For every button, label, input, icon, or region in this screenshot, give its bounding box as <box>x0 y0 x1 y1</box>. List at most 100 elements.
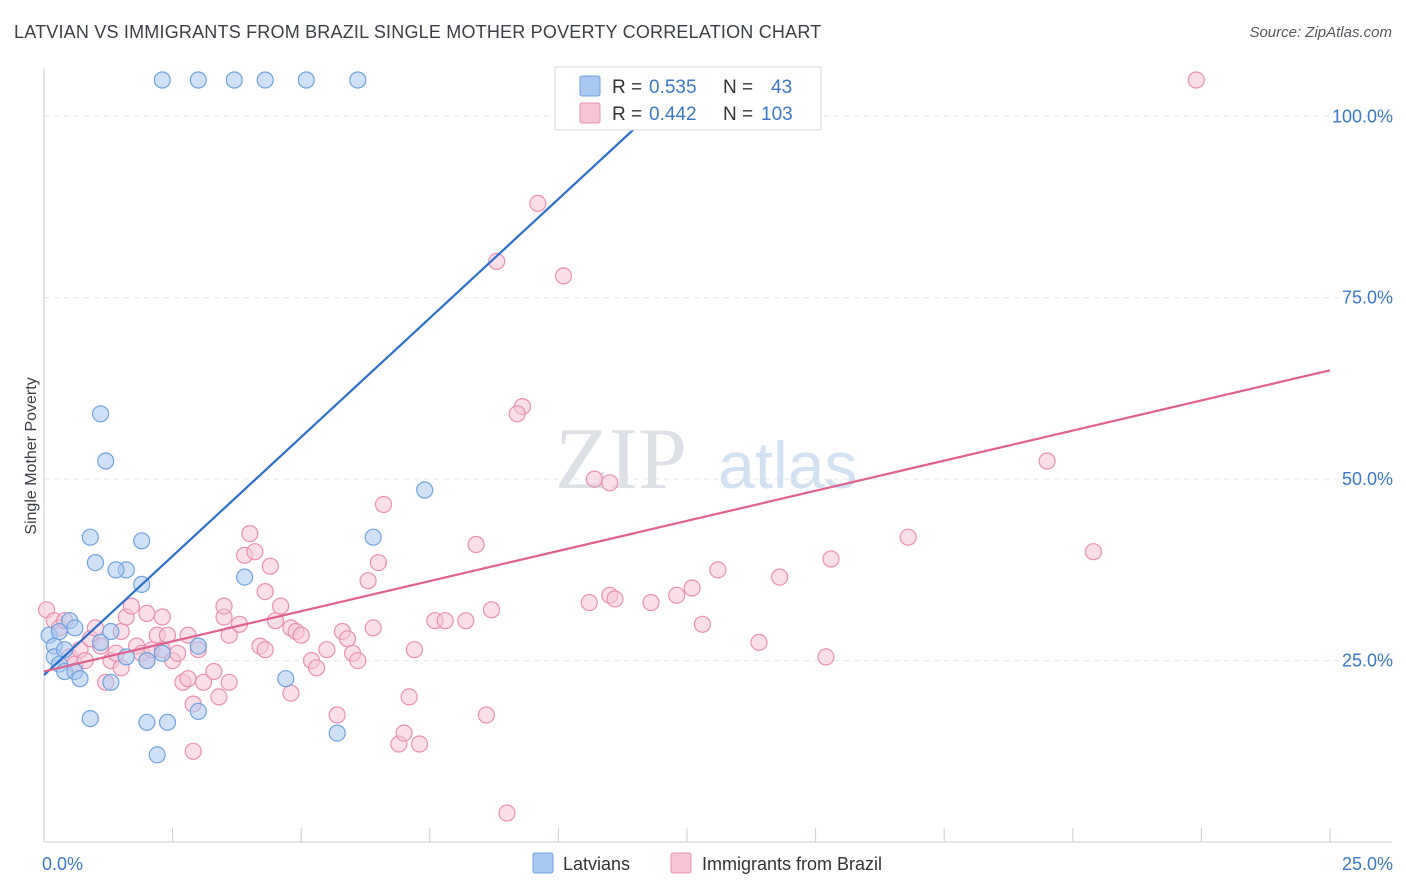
brazil-point <box>292 626 310 644</box>
tick-labels: 25.0% 50.0% 75.0% 100.0% 0.0% 25.0% <box>42 106 1393 874</box>
latvians-point <box>91 633 110 652</box>
stats-latvians-swatch <box>579 75 601 97</box>
stats-latvians-n-label: N = <box>723 77 753 98</box>
brazil-point <box>709 561 727 579</box>
latvians-point <box>102 673 120 691</box>
latvians-point <box>153 644 171 662</box>
stats-brazil-r-value: 0.442 <box>649 104 697 125</box>
latvians-point <box>107 561 125 579</box>
brazil-point <box>241 524 259 543</box>
brazil-point <box>400 688 418 706</box>
latvians-point <box>158 713 177 731</box>
brazil-point <box>282 684 300 702</box>
x-tick-label: 0.0% <box>42 854 83 874</box>
brazil-point <box>194 673 213 691</box>
brazil-point <box>585 470 604 488</box>
brazil-point <box>153 608 171 626</box>
brazil-point <box>364 619 382 637</box>
latvians-point <box>297 71 315 89</box>
brazil-point <box>477 706 495 724</box>
latvians-point <box>71 670 89 688</box>
legend-latvians-swatch <box>532 852 554 874</box>
brazil-point <box>338 630 357 648</box>
brazil-point <box>205 662 223 681</box>
brazil-point <box>436 612 454 630</box>
grid-lines <box>44 115 1392 662</box>
watermark: ZIP atlas <box>555 411 857 508</box>
brazil-point <box>899 528 917 546</box>
brazil-point <box>261 557 279 575</box>
latvians-point <box>81 528 99 546</box>
latvians-point <box>91 405 110 423</box>
stats-latvians-r-value: 0.535 <box>649 77 697 98</box>
latvians-point <box>148 746 166 764</box>
y-tick-label: 25.0% <box>1342 651 1393 671</box>
brazil-point <box>210 688 228 706</box>
latvians-point <box>138 713 156 731</box>
latvians-point <box>189 637 207 655</box>
brazil-point <box>369 553 387 572</box>
brazil-point <box>138 604 156 623</box>
latvians-point <box>256 71 274 89</box>
latvians-point <box>364 528 382 546</box>
latvians-point <box>66 619 84 637</box>
latvians-point <box>277 670 295 688</box>
brazil-point <box>457 612 475 630</box>
brazil-point <box>256 641 274 659</box>
legend-latvians-label: Latvians <box>563 854 630 874</box>
latvians-point <box>138 651 156 670</box>
chart-title: LATVIAN VS IMMIGRANTS FROM BRAZIL SINGLE… <box>14 22 822 42</box>
brazil-point <box>817 648 835 666</box>
stats-brazil-r-label: R = <box>612 104 642 125</box>
brazil-point <box>642 593 660 612</box>
brazil-point <box>606 590 624 608</box>
brazil-point <box>122 597 140 615</box>
brazil-point <box>482 601 501 619</box>
legend-brazil-label: Immigrants from Brazil <box>702 854 882 874</box>
brazil-point <box>308 659 326 677</box>
source-label: Source: ZipAtlas.com <box>1249 24 1392 41</box>
brazil-point <box>601 474 619 492</box>
brazil-point <box>246 543 264 561</box>
brazil-point <box>693 615 712 633</box>
latvians-point <box>416 481 434 499</box>
watermark-atlas: atlas <box>718 428 857 502</box>
brazil-point <box>750 633 768 652</box>
stats-brazil-n-value: 103 <box>761 104 793 125</box>
latvians-point <box>81 709 99 728</box>
brazil-point <box>508 405 526 423</box>
brazil-point <box>467 535 485 554</box>
brazil-point <box>374 495 393 514</box>
latvians-point <box>86 553 105 572</box>
y-tick-label: 100.0% <box>1332 106 1393 126</box>
brazil-point <box>395 724 413 742</box>
brazil-point <box>405 641 423 659</box>
brazil-point <box>272 597 290 615</box>
brazil-point <box>359 572 377 590</box>
brazil-point <box>349 651 367 670</box>
brazil-point <box>328 706 346 724</box>
latvians-point <box>328 724 346 742</box>
watermark-zip: ZIP <box>555 411 687 508</box>
brazil-point <box>529 194 547 212</box>
brazil-point <box>498 804 516 822</box>
stats-brazil-swatch <box>579 102 601 124</box>
brazil-point <box>318 641 336 659</box>
latvians-point <box>189 702 207 721</box>
brazil-point <box>580 593 598 612</box>
bottom-legend: Latvians Immigrants from Brazil <box>532 852 882 874</box>
latvians-trendline <box>43 79 688 676</box>
latvians-point <box>349 71 367 89</box>
latvians-point <box>225 71 243 89</box>
trendlines <box>43 79 1331 676</box>
stats-brazil-n-label: N = <box>723 104 753 125</box>
brazil-point <box>1038 452 1056 470</box>
brazil-point <box>184 742 202 760</box>
brazil-point <box>215 597 233 615</box>
stats-latvians-r-label: R = <box>612 77 642 98</box>
brazil-point <box>488 252 506 270</box>
axes <box>43 68 1392 843</box>
brazil-point <box>220 673 238 691</box>
series-latvians-points <box>40 71 712 764</box>
